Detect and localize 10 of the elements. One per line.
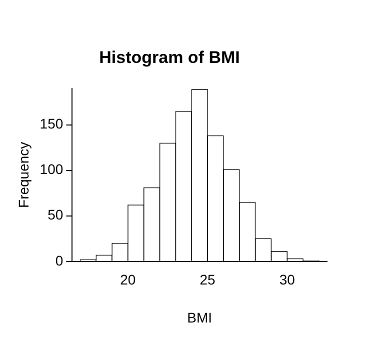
x-tick-label: 30 [279,272,296,288]
chart-title: Histogram of BMI [99,48,240,67]
y-tick-label: 50 [48,206,64,223]
x-tick-label: 20 [120,272,136,288]
x-tick-label: 25 [200,272,216,288]
y-tick-label: 150 [40,116,64,132]
y-tick-label: 100 [40,161,64,178]
x-axis-title: BMI [187,309,212,326]
y-axis-title: Frequency [15,142,32,208]
y-tick-label: 0 [55,252,64,268]
